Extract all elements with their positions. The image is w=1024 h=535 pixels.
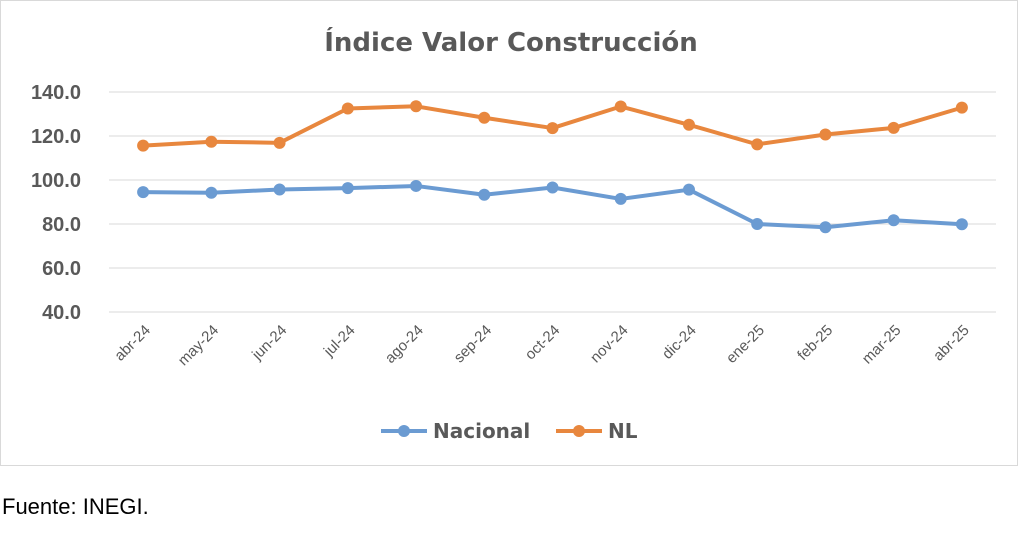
data-point bbox=[137, 139, 150, 152]
data-point bbox=[819, 128, 832, 141]
data-point bbox=[546, 181, 559, 194]
legend-item-nl: NL bbox=[556, 419, 638, 443]
data-point bbox=[273, 183, 286, 196]
y-tick-label: 80.0 bbox=[42, 214, 81, 236]
x-tick-label: abr-25 bbox=[930, 322, 973, 365]
legend-label: Nacional bbox=[433, 419, 530, 443]
data-point bbox=[682, 183, 695, 196]
data-point bbox=[751, 138, 764, 151]
series-layer bbox=[137, 100, 968, 234]
data-point bbox=[410, 100, 423, 113]
legend-swatch-marker bbox=[573, 425, 585, 437]
data-point bbox=[546, 122, 559, 135]
x-tick-label: mar-25 bbox=[859, 322, 905, 368]
data-point bbox=[955, 218, 968, 231]
data-point bbox=[887, 121, 900, 134]
chart-frame: Índice Valor Construcción 140.0 120.0 100.… bbox=[0, 0, 1018, 466]
x-tick-label: jun-24 bbox=[248, 322, 290, 364]
data-point bbox=[341, 102, 354, 115]
data-point bbox=[614, 192, 627, 205]
legend-item-nacional: Nacional bbox=[381, 419, 530, 443]
legend: Nacional NL bbox=[381, 419, 638, 443]
y-axis: 140.0 120.0 100.0 80.0 60.0 40.0 bbox=[31, 82, 81, 324]
series-nl bbox=[137, 100, 968, 152]
y-tick-label: 120.0 bbox=[31, 126, 81, 148]
data-point bbox=[410, 179, 423, 192]
x-tick-label: may-24 bbox=[175, 322, 222, 369]
y-tick-label: 60.0 bbox=[42, 258, 81, 280]
legend-label: NL bbox=[608, 419, 638, 443]
data-point bbox=[273, 136, 286, 149]
y-tick-label: 140.0 bbox=[31, 82, 81, 104]
x-tick-label: sep-24 bbox=[451, 322, 495, 366]
x-tick-label: ene-25 bbox=[723, 322, 768, 367]
series-nacional bbox=[137, 179, 968, 234]
data-point bbox=[819, 221, 832, 234]
x-tick-label: dic-24 bbox=[659, 322, 700, 363]
legend-swatch-marker bbox=[398, 425, 410, 437]
data-point bbox=[478, 111, 491, 124]
x-tick-label: abr-24 bbox=[111, 322, 154, 365]
source-note: Fuente: INEGI. bbox=[2, 494, 149, 519]
x-tick-label: nov-24 bbox=[587, 322, 631, 366]
data-point bbox=[205, 186, 218, 199]
data-point bbox=[137, 186, 150, 199]
y-tick-label: 40.0 bbox=[42, 302, 81, 324]
data-point bbox=[614, 100, 627, 113]
chart-title: Índice Valor Construcción bbox=[324, 26, 698, 58]
line-chart: Índice Valor Construcción 140.0 120.0 100.… bbox=[31, 26, 996, 443]
x-tick-label: jul-24 bbox=[320, 322, 359, 361]
data-point bbox=[887, 214, 900, 227]
x-tick-label: feb-25 bbox=[794, 322, 836, 364]
data-point bbox=[478, 188, 491, 201]
data-point bbox=[205, 135, 218, 148]
data-point bbox=[751, 218, 764, 230]
x-tick-label: oct-24 bbox=[522, 322, 564, 364]
x-tick-label: ago-24 bbox=[382, 322, 427, 367]
data-point bbox=[682, 118, 695, 131]
data-point bbox=[341, 182, 354, 195]
x-axis: abr-24 may-24 jun-24 jul-24 ago-24 sep-24 oct-… bbox=[111, 322, 972, 369]
grid-layer bbox=[109, 91, 996, 313]
y-tick-label: 100.0 bbox=[31, 170, 81, 192]
data-point bbox=[955, 101, 968, 114]
